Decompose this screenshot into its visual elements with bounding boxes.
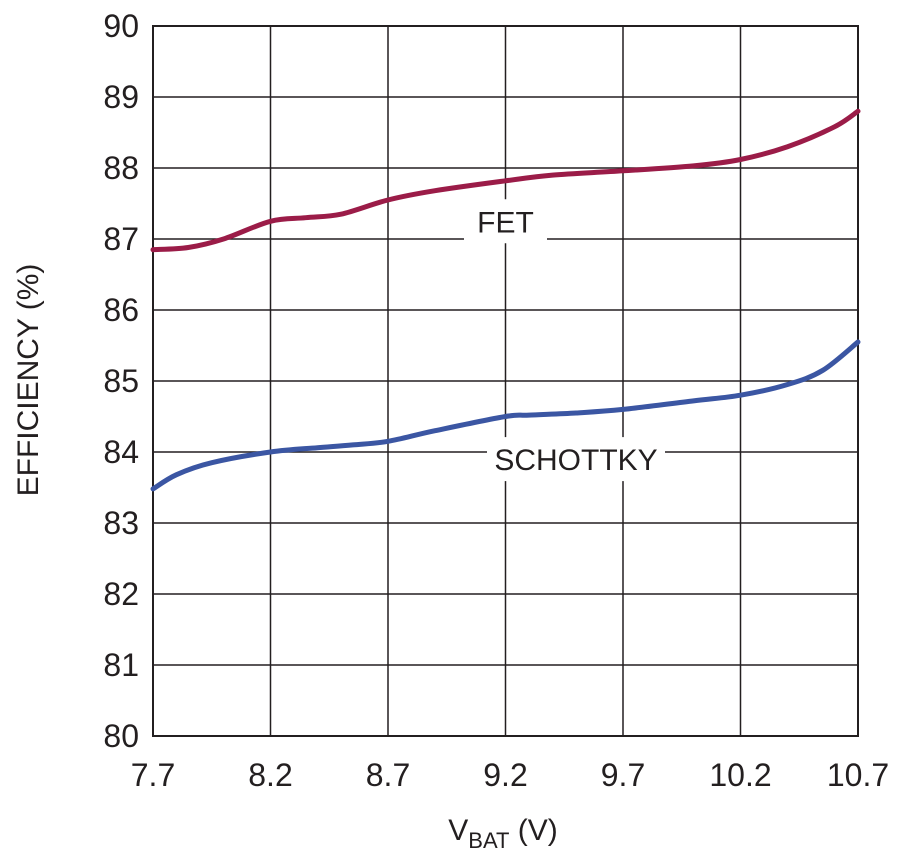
series-layer <box>150 108 861 492</box>
x-tick-10.2: 10.2 <box>709 757 771 793</box>
x-tick-8.7: 8.7 <box>366 757 410 793</box>
y-tick-82: 82 <box>103 576 139 612</box>
grid-layer <box>152 25 859 737</box>
x-tick-10.7: 10.7 <box>827 757 889 793</box>
y-tick-85: 85 <box>103 363 139 399</box>
y-tick-87: 87 <box>103 221 139 257</box>
y-tick-84: 84 <box>103 434 139 470</box>
series-line-schottky <box>150 339 861 492</box>
label-bg-schottky <box>487 437 665 482</box>
series-labels: FET SCHOTTKY <box>464 199 665 482</box>
x-axis-title-main: V <box>448 814 468 847</box>
y-tick-81: 81 <box>103 647 139 683</box>
tick-labels: 80 81 82 83 84 85 86 87 88 89 90 7.7 8.2 8.7 9.2 9.7 10.… <box>103 8 889 793</box>
x-tick-7.7: 7.7 <box>131 757 175 793</box>
x-tick-8.2: 8.2 <box>248 757 292 793</box>
x-tick-9.7: 9.7 <box>601 757 645 793</box>
label-bg-fet <box>464 199 547 244</box>
series-line-fet <box>150 108 861 253</box>
y-tick-88: 88 <box>103 150 139 186</box>
x-tick-9.2: 9.2 <box>483 757 527 793</box>
y-tick-89: 89 <box>103 79 139 115</box>
y-tick-83: 83 <box>103 505 139 541</box>
y-axis-title: EFFICIENCY (%) <box>12 264 45 497</box>
x-axis-title: VBAT (V) <box>448 814 558 853</box>
series-label-fet: FET <box>477 206 534 239</box>
series-label-schottky: SCHOTTKY <box>494 444 657 477</box>
x-axis-title-sub: BAT <box>468 828 509 853</box>
y-tick-90: 90 <box>103 8 139 44</box>
x-axis-title-unit: (V) <box>509 814 557 847</box>
y-tick-86: 86 <box>103 292 139 328</box>
y-tick-80: 80 <box>103 718 139 754</box>
plot-frame <box>152 25 859 737</box>
